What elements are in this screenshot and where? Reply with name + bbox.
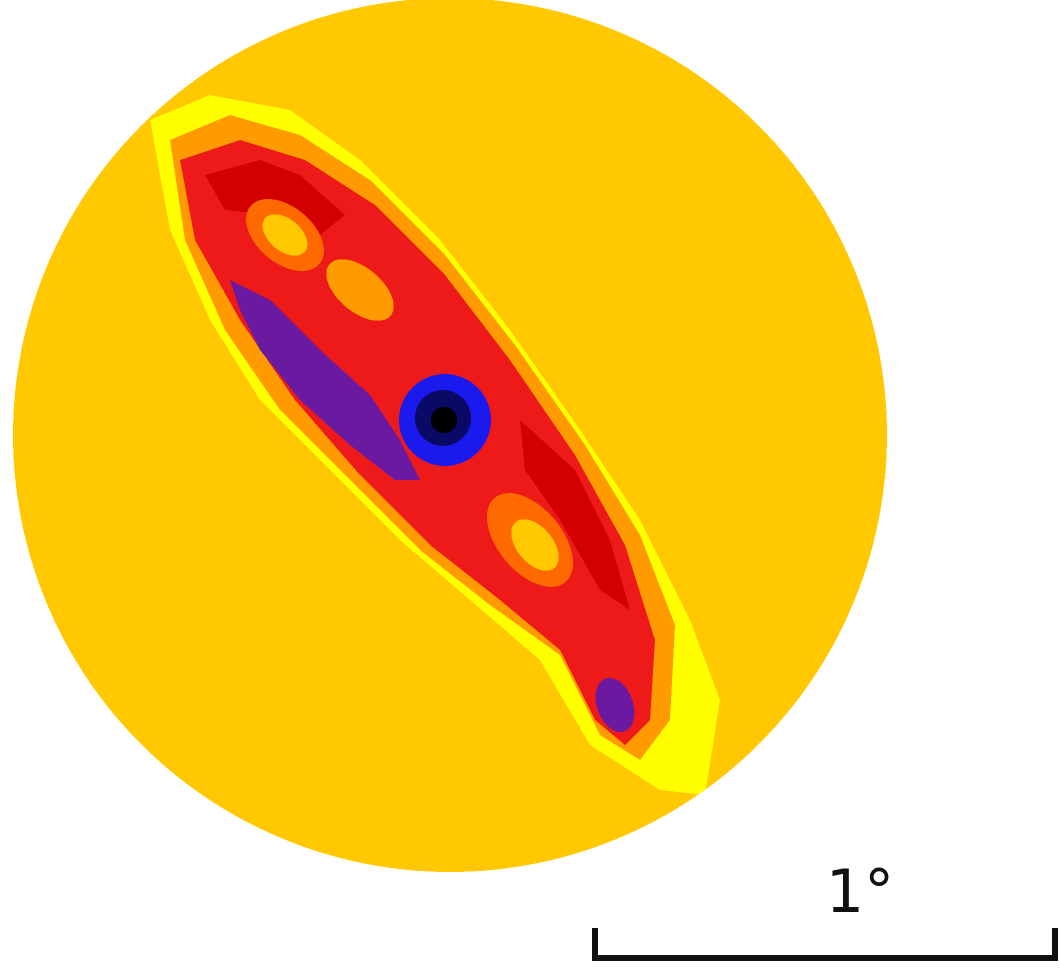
- lower-tail-spot: [595, 677, 635, 733]
- lower-knot-core: [511, 519, 559, 571]
- purple-inner-region: [230, 280, 420, 480]
- scale-bar-label: 1°: [825, 857, 895, 927]
- galaxy-emission: [150, 95, 720, 795]
- deep-red-patch-lower: [520, 420, 630, 610]
- upper-knot-core: [262, 214, 308, 256]
- upper-knot-secondary: [326, 259, 394, 321]
- deep-red-patch-upper: [205, 160, 345, 235]
- scale-bar: [592, 928, 1058, 961]
- nucleus-core: [431, 407, 457, 433]
